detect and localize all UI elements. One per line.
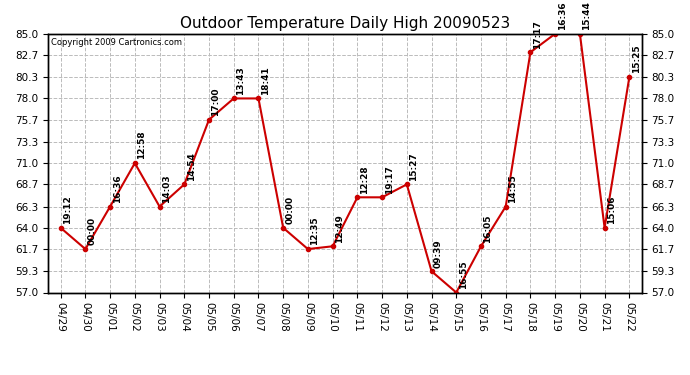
Text: 15:27: 15:27 (409, 152, 418, 181)
Title: Outdoor Temperature Daily High 20090523: Outdoor Temperature Daily High 20090523 (180, 16, 510, 31)
Text: 15:25: 15:25 (632, 45, 641, 74)
Text: 19:12: 19:12 (63, 195, 72, 224)
Text: 13:43: 13:43 (236, 66, 245, 95)
Text: 00:00: 00:00 (88, 217, 97, 245)
Text: 17:00: 17:00 (212, 87, 221, 116)
Text: 09:39: 09:39 (434, 239, 443, 267)
Text: 14:03: 14:03 (162, 174, 171, 203)
Text: 16:36: 16:36 (558, 2, 566, 30)
Text: 00:00: 00:00 (286, 196, 295, 224)
Text: 18:41: 18:41 (261, 66, 270, 95)
Text: 12:49: 12:49 (335, 214, 344, 243)
Text: 15:44: 15:44 (582, 1, 591, 30)
Text: 16:55: 16:55 (459, 260, 468, 289)
Text: 12:58: 12:58 (137, 131, 146, 159)
Text: 12:28: 12:28 (360, 165, 369, 194)
Text: Copyright 2009 Cartronics.com: Copyright 2009 Cartronics.com (51, 38, 182, 46)
Text: 16:05: 16:05 (484, 214, 493, 243)
Text: 14:54: 14:54 (187, 152, 196, 181)
Text: 12:35: 12:35 (310, 217, 319, 245)
Text: 15:06: 15:06 (607, 196, 616, 224)
Text: 16:36: 16:36 (112, 174, 121, 203)
Text: 17:17: 17:17 (533, 20, 542, 48)
Text: 19:17: 19:17 (384, 165, 393, 194)
Text: 14:55: 14:55 (509, 174, 518, 203)
